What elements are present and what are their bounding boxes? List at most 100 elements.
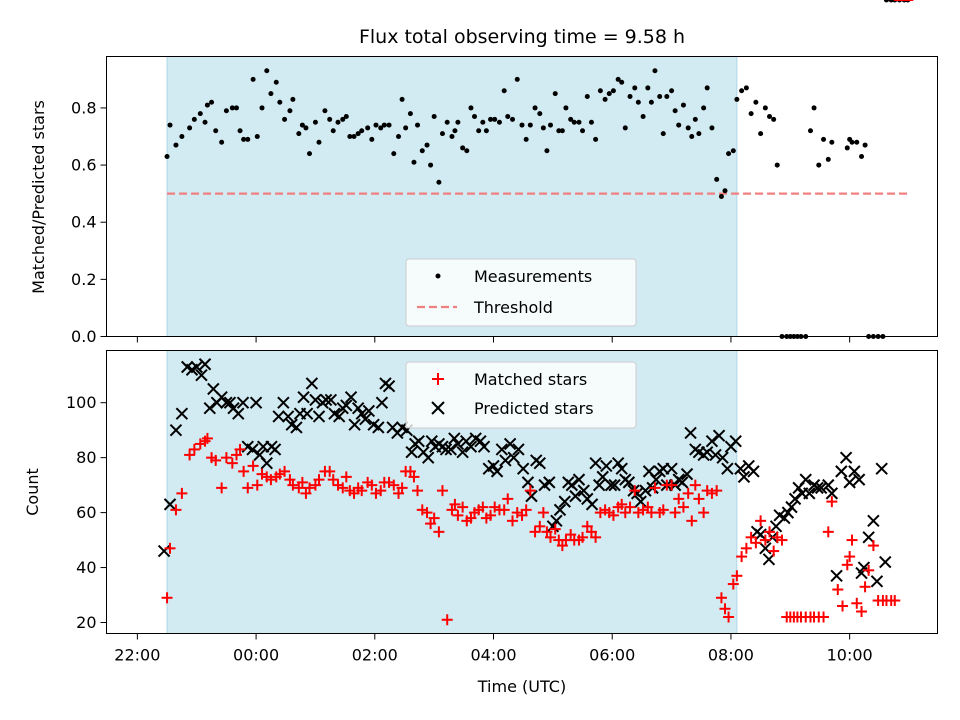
predicted-stars-point <box>550 514 563 528</box>
predicted-stars-point <box>290 421 303 434</box>
measurement-point <box>381 122 387 128</box>
measurement-point <box>527 122 533 128</box>
measurement-point <box>369 136 375 142</box>
predicted-stars-point <box>195 369 208 382</box>
matched-stars-point <box>356 485 368 497</box>
matched-stars-point <box>433 526 445 538</box>
predicted-stars-point <box>422 451 435 464</box>
predicted-stars-point <box>553 503 567 517</box>
predicted-stars-point <box>565 478 579 492</box>
measurement-point <box>233 105 239 111</box>
measurement-point <box>734 96 740 102</box>
predicted-stars-point <box>232 407 245 420</box>
measurement-point <box>854 139 860 145</box>
measurement-point <box>619 79 625 85</box>
measurement-point <box>606 91 612 97</box>
measurement-point <box>386 122 392 128</box>
measurement-point <box>460 145 466 151</box>
matched-stars-point <box>498 504 510 516</box>
measurement-point <box>685 125 691 131</box>
matched-stars-point <box>826 496 838 508</box>
measurement-point <box>351 134 357 139</box>
measurement-point <box>593 136 599 142</box>
measurement-point <box>439 131 445 137</box>
measurement-point <box>696 131 702 137</box>
top-ytick-label: 0.2 <box>71 270 96 289</box>
matched-stars-point <box>375 485 387 497</box>
measurement-point <box>672 108 678 114</box>
predicted-stars-point <box>169 423 183 437</box>
chart-title: Flux total observing time = 9.58 h <box>359 26 685 48</box>
matched-stars-point <box>768 545 780 557</box>
predicted-stars-point <box>490 465 504 478</box>
predicted-stars-point <box>543 476 556 489</box>
matched-stars-point <box>247 460 259 472</box>
top-panel: 0.00.20.40.60.8 Matched/Predicted stars … <box>29 0 938 346</box>
measurement-point <box>645 85 651 91</box>
measurement-point <box>859 154 865 159</box>
matched-stars-point <box>859 581 871 593</box>
matched-stars-point <box>711 485 723 497</box>
top-legend-box <box>405 258 637 327</box>
x-axis-label: Time (UTC) <box>477 677 566 696</box>
measurement-point <box>316 139 322 145</box>
measurement-point <box>510 116 516 122</box>
predicted-stars-point <box>312 410 326 423</box>
matched-stars-point <box>216 482 228 494</box>
measurement-point <box>635 99 641 105</box>
legend-predicted-marker <box>431 401 445 415</box>
measurement-point <box>431 114 437 119</box>
matched-stars-point <box>220 452 232 464</box>
measurement-point <box>219 139 225 145</box>
bottom-ytick-label: 80 <box>76 448 96 467</box>
measurement-point <box>407 111 413 117</box>
measurement-point <box>758 131 764 137</box>
matched-stars-point <box>296 476 308 488</box>
measurement-point <box>396 134 402 139</box>
measurement-point <box>480 119 486 125</box>
matched-stars-point <box>837 600 849 612</box>
predicted-stars-point <box>852 473 866 486</box>
legend-measurements-label: Measurements <box>474 267 592 286</box>
predicted-stars-point <box>464 440 478 453</box>
predicted-stars-point <box>870 575 884 588</box>
measurement-point <box>505 114 511 119</box>
measurement-point <box>378 125 384 131</box>
xtick-label: 02:00 <box>352 646 398 665</box>
matched-stars-point <box>327 474 339 486</box>
measurement-point <box>399 96 405 102</box>
measurement-point <box>610 88 616 94</box>
matched-stars-point <box>436 485 448 497</box>
predicted-stars-point <box>359 412 372 426</box>
predicted-stars-point <box>788 492 802 506</box>
matched-stars-point <box>619 507 631 519</box>
measurement-point <box>296 131 302 137</box>
top-plot-frame <box>106 56 938 337</box>
predicted-stars-point <box>589 456 602 470</box>
predicted-stars-point <box>249 396 263 409</box>
measurement-point <box>365 125 371 131</box>
predicted-stars-point <box>175 407 189 420</box>
measurement-point <box>245 136 251 142</box>
matched-stars-point <box>161 592 173 604</box>
predicted-stars-point <box>260 456 273 470</box>
measurement-point <box>640 114 646 119</box>
measurement-point <box>335 119 341 125</box>
predicted-stars-point <box>355 407 368 420</box>
measurement-point <box>771 116 777 122</box>
matched-stars-point <box>832 584 844 596</box>
matched-stars-point <box>629 485 641 497</box>
predicted-stars-point <box>198 358 212 371</box>
predicted-stars-point <box>163 498 177 511</box>
top-ytick-label: 0.0 <box>71 327 96 346</box>
predicted-stars-point <box>799 473 812 486</box>
bottom-panel: 20 40 60 80 100 22:00 00:00 02:00 04:00 06:00 08:… <box>23 0 938 696</box>
top-ytick-label: 0.6 <box>71 156 96 175</box>
measurement-point <box>849 139 855 145</box>
matched-stars-point <box>818 611 830 623</box>
measurement-point <box>403 125 409 131</box>
predicted-stars-point <box>615 462 628 475</box>
predicted-stars-point <box>351 401 365 415</box>
measurement-point <box>223 108 229 114</box>
matched-stars-point <box>715 592 727 604</box>
